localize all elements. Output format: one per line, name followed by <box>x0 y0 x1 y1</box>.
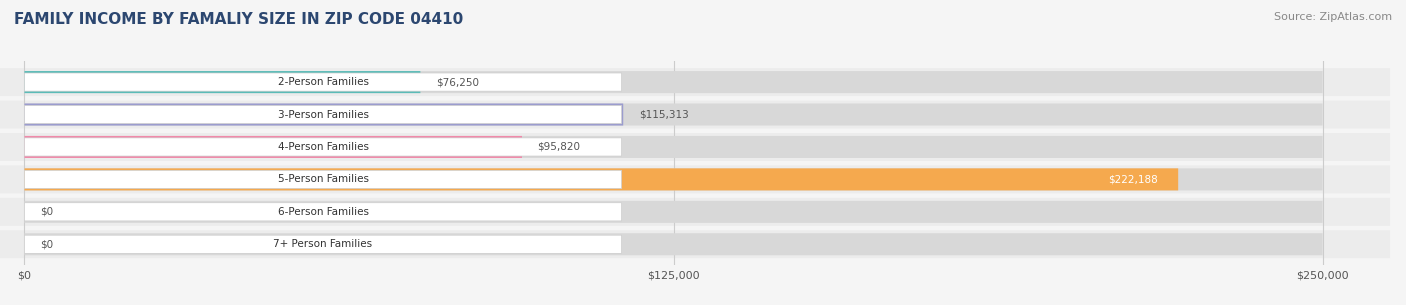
FancyBboxPatch shape <box>24 235 621 253</box>
Text: $76,250: $76,250 <box>436 77 479 87</box>
Text: 2-Person Families: 2-Person Families <box>277 77 368 87</box>
FancyBboxPatch shape <box>24 233 1323 255</box>
FancyBboxPatch shape <box>0 133 1391 161</box>
FancyBboxPatch shape <box>24 203 621 221</box>
Text: $115,313: $115,313 <box>638 109 689 120</box>
Text: 5-Person Families: 5-Person Families <box>277 174 368 185</box>
Text: $0: $0 <box>39 207 53 217</box>
FancyBboxPatch shape <box>24 103 623 126</box>
FancyBboxPatch shape <box>24 106 621 124</box>
FancyBboxPatch shape <box>24 138 621 156</box>
FancyBboxPatch shape <box>24 168 1323 190</box>
FancyBboxPatch shape <box>0 165 1391 193</box>
Text: 3-Person Families: 3-Person Families <box>277 109 368 120</box>
FancyBboxPatch shape <box>24 73 621 91</box>
FancyBboxPatch shape <box>24 136 1323 158</box>
FancyBboxPatch shape <box>0 230 1391 258</box>
FancyBboxPatch shape <box>24 201 1323 223</box>
FancyBboxPatch shape <box>24 170 621 188</box>
Text: 4-Person Families: 4-Person Families <box>277 142 368 152</box>
FancyBboxPatch shape <box>0 198 1391 226</box>
FancyBboxPatch shape <box>0 101 1391 128</box>
FancyBboxPatch shape <box>24 136 522 158</box>
Text: FAMILY INCOME BY FAMALIY SIZE IN ZIP CODE 04410: FAMILY INCOME BY FAMALIY SIZE IN ZIP COD… <box>14 12 464 27</box>
FancyBboxPatch shape <box>24 168 1178 190</box>
FancyBboxPatch shape <box>0 68 1391 96</box>
Text: 7+ Person Families: 7+ Person Families <box>273 239 373 249</box>
Text: Source: ZipAtlas.com: Source: ZipAtlas.com <box>1274 12 1392 22</box>
FancyBboxPatch shape <box>24 71 420 93</box>
Text: 6-Person Families: 6-Person Families <box>277 207 368 217</box>
FancyBboxPatch shape <box>24 103 1323 126</box>
Text: $222,188: $222,188 <box>1108 174 1157 185</box>
FancyBboxPatch shape <box>24 71 1323 93</box>
Text: $95,820: $95,820 <box>537 142 581 152</box>
Text: $0: $0 <box>39 239 53 249</box>
